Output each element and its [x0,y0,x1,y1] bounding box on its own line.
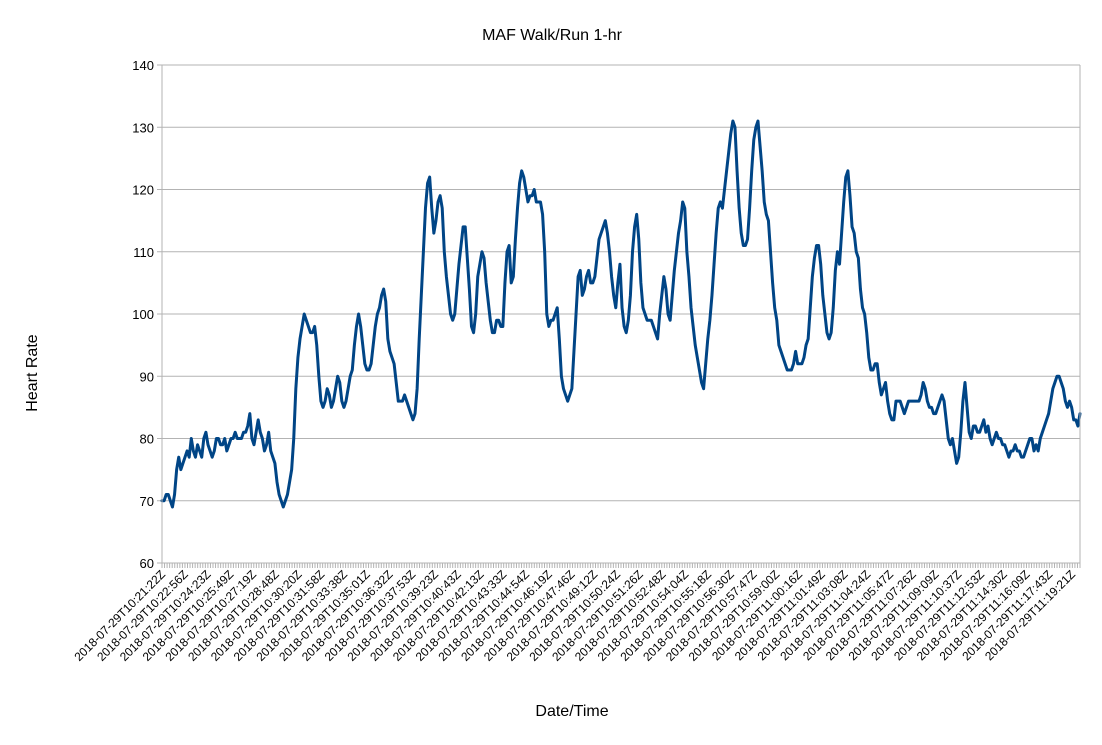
y-tick-label: 70 [140,494,154,509]
y-axis-ticks: 60 70 80 90 100 110 120 130 140 [132,58,154,571]
y-tick-label: 120 [132,183,154,198]
y-tick-label: 90 [140,369,154,384]
axes [161,65,1081,564]
y-tick-label: 140 [132,58,154,73]
y-tick-label: 110 [133,245,154,260]
y-tick-label: 130 [132,120,154,135]
y-tick-label: 100 [132,307,154,322]
y-tick-label: 60 [140,556,154,571]
y-axis-label: Heart Rate [24,334,41,411]
chart-title: MAF Walk/Run 1-hr [482,27,623,44]
y-tick-label: 80 [140,432,154,447]
gridlines [157,64,1080,564]
x-axis-label: Date/Time [535,703,608,720]
series-layer [160,119,1082,509]
x-axis-ticks: 2018-07-29T10:21:22Z2018-07-29T10:22:56Z… [71,563,1081,664]
series-line [160,119,1082,509]
